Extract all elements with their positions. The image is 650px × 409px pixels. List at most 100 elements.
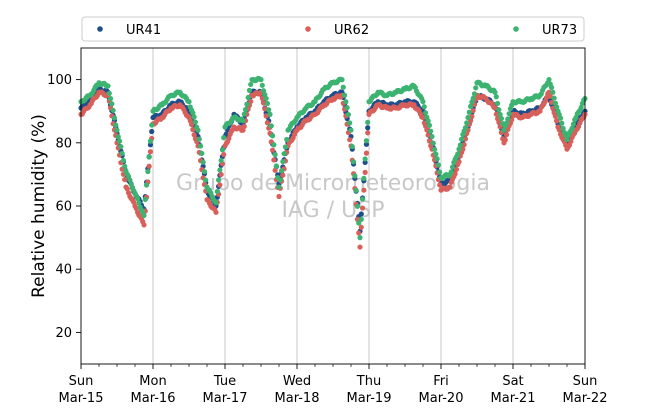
data-point (259, 95, 265, 102)
data-point (271, 157, 277, 163)
data-point (506, 111, 512, 117)
data-point (248, 81, 254, 88)
data-point (546, 89, 552, 95)
data-point (118, 143, 124, 150)
data-point (217, 182, 223, 188)
data-point (281, 151, 287, 157)
data-point (276, 184, 282, 190)
data-point (244, 101, 250, 107)
data-point (122, 176, 128, 183)
data-point (552, 113, 559, 119)
y-tick-label: 80 (55, 136, 72, 151)
data-point (195, 127, 201, 133)
data-point (356, 220, 362, 226)
x-tick-label-day: Wed (283, 374, 311, 389)
data-point (190, 126, 196, 133)
data-point (435, 162, 442, 168)
data-point (503, 132, 510, 138)
data-point (266, 107, 272, 113)
data-point (147, 142, 154, 148)
data-point (143, 182, 150, 188)
data-point (431, 146, 438, 152)
data-point (358, 224, 364, 230)
data-point (428, 128, 434, 134)
data-point (551, 95, 557, 101)
data-point (260, 100, 267, 106)
x-axis: Sun Mar-15 Mon Mar-16 Tue Mar-17 Wed Mar-18 Thu M… (59, 364, 607, 406)
data-point (546, 77, 552, 83)
data-point (457, 142, 463, 148)
data-point (348, 127, 354, 133)
data-point (569, 125, 575, 131)
data-point (122, 163, 128, 169)
data-point (361, 175, 367, 182)
data-point (425, 118, 431, 124)
data-point (578, 104, 584, 111)
data-point (240, 118, 246, 124)
data-point (200, 159, 206, 165)
data-point (149, 128, 155, 135)
data-point (127, 177, 133, 183)
legend-label-ur73: UR73 (542, 23, 577, 38)
data-point (340, 84, 346, 90)
data-point (353, 187, 359, 193)
data-point (341, 92, 348, 98)
data-point (494, 100, 501, 107)
data-point (452, 171, 458, 177)
data-point (268, 123, 274, 129)
data-point (471, 91, 478, 97)
data-point (145, 168, 151, 175)
data-point (465, 114, 471, 121)
x-tick-label-day: Thu (356, 374, 381, 389)
y-tick-label: 20 (55, 326, 72, 341)
data-point (142, 196, 148, 202)
data-point (362, 169, 368, 175)
data-point (241, 123, 247, 129)
data-point (215, 177, 222, 183)
data-point (248, 98, 254, 105)
data-point (246, 87, 253, 93)
data-point (119, 150, 125, 157)
data-point (349, 143, 355, 150)
data-point (426, 122, 433, 128)
data-point (547, 93, 553, 99)
data-point (568, 138, 574, 145)
data-point (350, 159, 357, 165)
data-point (356, 230, 362, 236)
y-tick-label: 100 (47, 73, 72, 88)
data-point (339, 77, 345, 83)
data-point (269, 133, 276, 139)
data-point (557, 115, 564, 121)
data-point (260, 88, 267, 94)
data-point (347, 120, 353, 126)
data-point (467, 103, 474, 109)
data-point (453, 166, 460, 173)
data-point (464, 120, 470, 126)
data-point (473, 85, 479, 91)
data-point (456, 146, 462, 152)
data-point (357, 235, 363, 241)
data-point (272, 167, 278, 173)
data-point (264, 100, 271, 107)
data-point (271, 142, 277, 148)
data-point (259, 82, 265, 88)
data-point (448, 169, 454, 175)
data-point (554, 118, 560, 124)
data-point (105, 83, 111, 89)
data-point (426, 138, 433, 144)
y-tick-label: 40 (55, 263, 72, 278)
y-axis: 20 40 60 80 100 (47, 73, 81, 341)
data-point (113, 122, 119, 128)
data-point (114, 127, 120, 133)
data-point (213, 209, 219, 215)
data-point (223, 131, 229, 137)
data-point (107, 96, 114, 102)
data-point (554, 104, 560, 110)
data-points (78, 75, 588, 250)
data-point (502, 137, 508, 143)
data-point (347, 137, 353, 143)
data-point (493, 94, 499, 100)
data-point (420, 99, 426, 105)
data-point (280, 172, 286, 178)
data-point (564, 137, 570, 143)
